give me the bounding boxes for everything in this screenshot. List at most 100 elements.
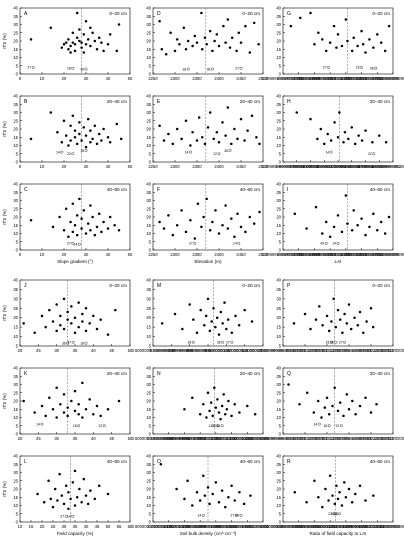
data-point (219, 310, 223, 314)
data-point (89, 44, 92, 48)
plot-frame (152, 279, 264, 347)
y-tick-label: 5 (279, 344, 282, 349)
y-tick-label: 35 (13, 190, 18, 195)
outlier-label: 36 (330, 341, 334, 345)
x-tick-label: 40 (106, 252, 111, 257)
data-point (158, 124, 161, 127)
data-point (214, 209, 217, 212)
x-tick-label: 2500 (258, 164, 268, 169)
y-tick-label: 5 (279, 151, 282, 156)
data-point (66, 406, 69, 409)
data-point (169, 31, 172, 34)
data-point (53, 487, 57, 491)
data-point (221, 322, 224, 325)
y-tick-label: 10 (13, 231, 18, 236)
x-tick-label: 1.00000000000000000 (147, 524, 191, 529)
data-point (379, 41, 383, 44)
data-point (313, 479, 316, 482)
data-point (62, 43, 66, 46)
data-point (298, 403, 301, 406)
y-tick-label: 20 (13, 215, 18, 220)
data-point (387, 24, 391, 28)
data-point (81, 416, 84, 419)
data-point (42, 500, 46, 504)
data-point (48, 308, 51, 312)
data-point (29, 137, 33, 141)
data-point (211, 492, 214, 496)
outlier-point (210, 67, 214, 71)
x-tick-label: 0.160000000000000003 (370, 436, 404, 441)
y-tick-label: 15 (13, 325, 18, 330)
data-point (356, 324, 360, 327)
data-point (341, 331, 344, 335)
data-point (97, 484, 101, 487)
data-point (48, 396, 51, 399)
y-tick-label: 15 (13, 47, 18, 52)
x-tick-label: 3.60000000000000009 (344, 164, 388, 169)
data-point (353, 142, 357, 146)
data-point (108, 140, 112, 144)
data-point (215, 131, 219, 134)
data-point (205, 197, 208, 201)
outlier-point (84, 341, 88, 345)
data-point (167, 132, 170, 136)
x-axis-label: Elevation (m) (194, 259, 222, 264)
y-tick-label: 20 (276, 487, 281, 492)
outlier-label: 18 (216, 424, 220, 428)
data-point (226, 318, 230, 321)
data-point (73, 409, 77, 413)
data-point (375, 403, 378, 406)
data-point (331, 494, 334, 497)
outlier-label: 18 (326, 341, 330, 345)
y-tick-label: 30 (13, 296, 18, 301)
x-tick-label: 0.080000000000000002 (282, 348, 328, 353)
data-point (100, 230, 103, 234)
outlier-point (324, 241, 328, 245)
outlier-label: 27 (328, 512, 332, 516)
x-tick-label: 0.100000000000000006 (304, 348, 350, 353)
y-tick-label: 10 (276, 415, 281, 420)
x-tick-label: 40 (91, 348, 96, 353)
data-point (233, 403, 236, 406)
data-point (323, 406, 327, 409)
data-point (336, 214, 340, 217)
outlier-label: 14 (332, 242, 336, 246)
data-point (60, 140, 64, 144)
y-tick-label: 30 (146, 110, 151, 115)
y-tick-label: 20 (13, 399, 18, 404)
data-point (323, 142, 326, 146)
y-tick-label: 35 (13, 374, 18, 379)
data-point (92, 314, 95, 318)
data-point (33, 331, 36, 335)
data-point (224, 41, 227, 44)
data-point (102, 127, 105, 131)
data-point (189, 144, 192, 147)
x-tick-label: 1.10000000000000009 (241, 348, 285, 353)
data-point (71, 202, 75, 206)
outlier-point (329, 340, 333, 344)
x-tick-label: 2250 (148, 76, 158, 81)
plot-frame (282, 279, 394, 347)
x-tick-label: 50 (128, 164, 133, 169)
x-tick-label: 3.20000000000000018 (324, 252, 368, 257)
y-tick-label: 15 (146, 47, 151, 52)
data-point (345, 393, 349, 396)
data-point (60, 494, 64, 497)
outlier-label: 14 (67, 515, 71, 519)
data-point (89, 26, 92, 30)
data-point (73, 224, 77, 227)
y-tick-label: 25 (146, 306, 151, 311)
x-tick-label: 0.59999999999999998 (150, 348, 194, 353)
data-point (47, 479, 50, 482)
y-tick-label: 40 (276, 94, 281, 99)
y-tick-label: 35 (276, 374, 281, 379)
data-point (91, 137, 94, 141)
y-tick-label: 25 (13, 478, 18, 483)
y-tick-label: 40 (13, 454, 18, 459)
data-point (364, 51, 367, 54)
data-point (364, 129, 367, 132)
y-tick-label: 5 (149, 239, 152, 244)
panel-b: 0 10 20 30 40 50 0 5 10 15 20 25 30 35 40 B 20–40 cm 14 22… (2, 94, 133, 170)
data-point (95, 142, 99, 146)
y-tick-label: 30 (13, 470, 18, 475)
